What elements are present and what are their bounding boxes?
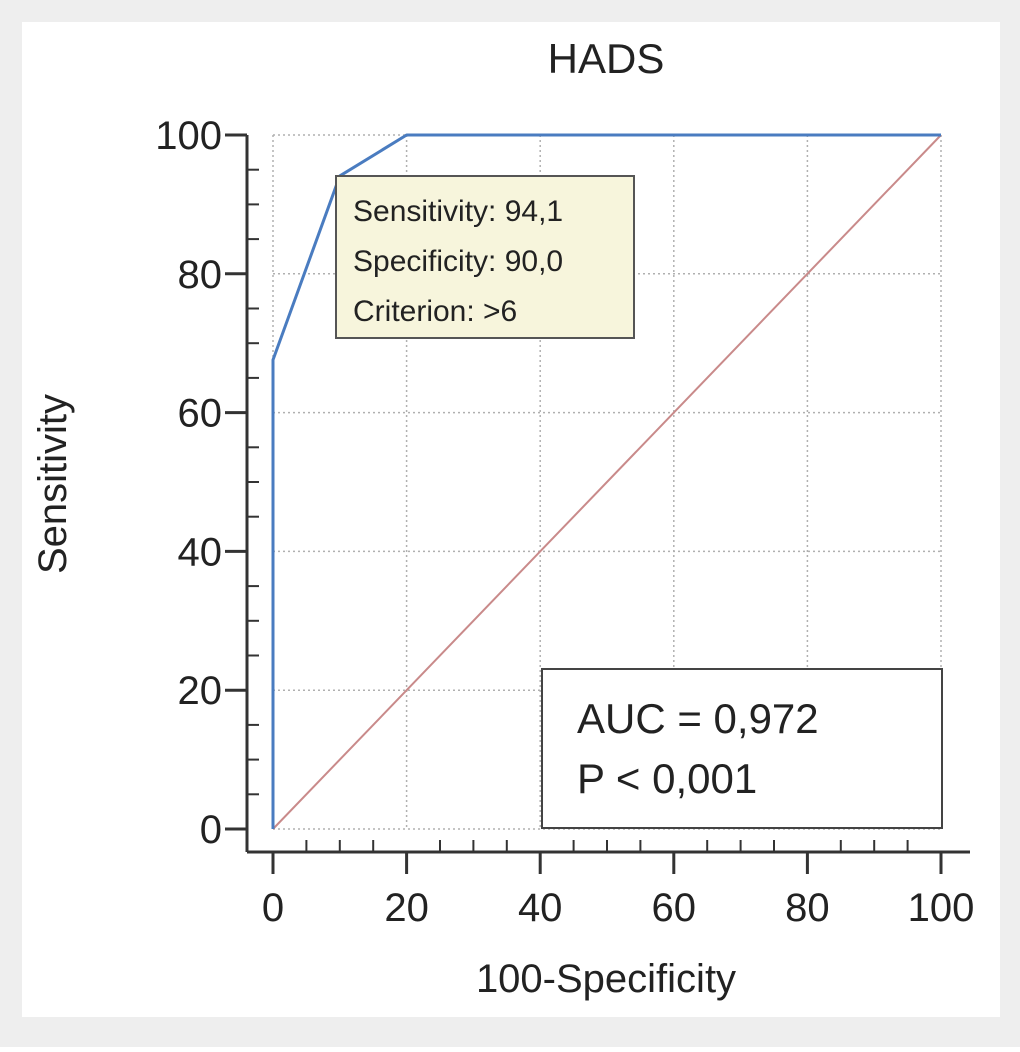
x-tick-label-0: 0 <box>262 886 284 930</box>
tooltip-criterion: Criterion: >6 <box>353 295 517 328</box>
y-axis-title: Sensitivity <box>31 394 75 574</box>
auc-value: AUC = 0,972 <box>577 695 819 742</box>
reference-diagonal-line <box>272 134 942 830</box>
chart-title: HADS <box>548 35 665 82</box>
tooltip-sensitivity: Sensitivity: 94,1 <box>353 195 563 228</box>
x-tick-label-100: 100 <box>908 886 975 930</box>
x-tick-label-40: 40 <box>518 886 563 930</box>
y-tick-label-80: 80 <box>178 253 223 297</box>
x-axis-title: 100-Specificity <box>476 957 736 1001</box>
figure-panel <box>22 22 1000 1017</box>
y-tick-label-20: 20 <box>178 669 223 713</box>
optimal-point-tooltip: Sensitivity: 94,1 Specificity: 90,0 Crit… <box>335 175 635 339</box>
y-tick-label-0: 0 <box>200 808 222 852</box>
p-value: P < 0,001 <box>577 755 757 802</box>
x-tick-label-80: 80 <box>785 886 830 930</box>
auc-box: AUC = 0,972 P < 0,001 <box>541 668 943 829</box>
tooltip-specificity: Specificity: 90,0 <box>353 245 563 278</box>
y-tick-label-100: 100 <box>155 114 222 158</box>
y-tick-label-60: 60 <box>178 392 223 436</box>
y-tick-label-40: 40 <box>178 530 223 574</box>
x-tick-label-20: 20 <box>384 886 429 930</box>
minor-ticks <box>247 168 909 852</box>
x-tick-label-60: 60 <box>652 886 697 930</box>
major-ticks <box>225 133 943 874</box>
auc-box-frame <box>541 668 943 829</box>
tick-labels: 0 20 40 60 80 100 0 20 40 60 80 100 <box>155 114 974 930</box>
tooltip-box <box>335 175 635 339</box>
